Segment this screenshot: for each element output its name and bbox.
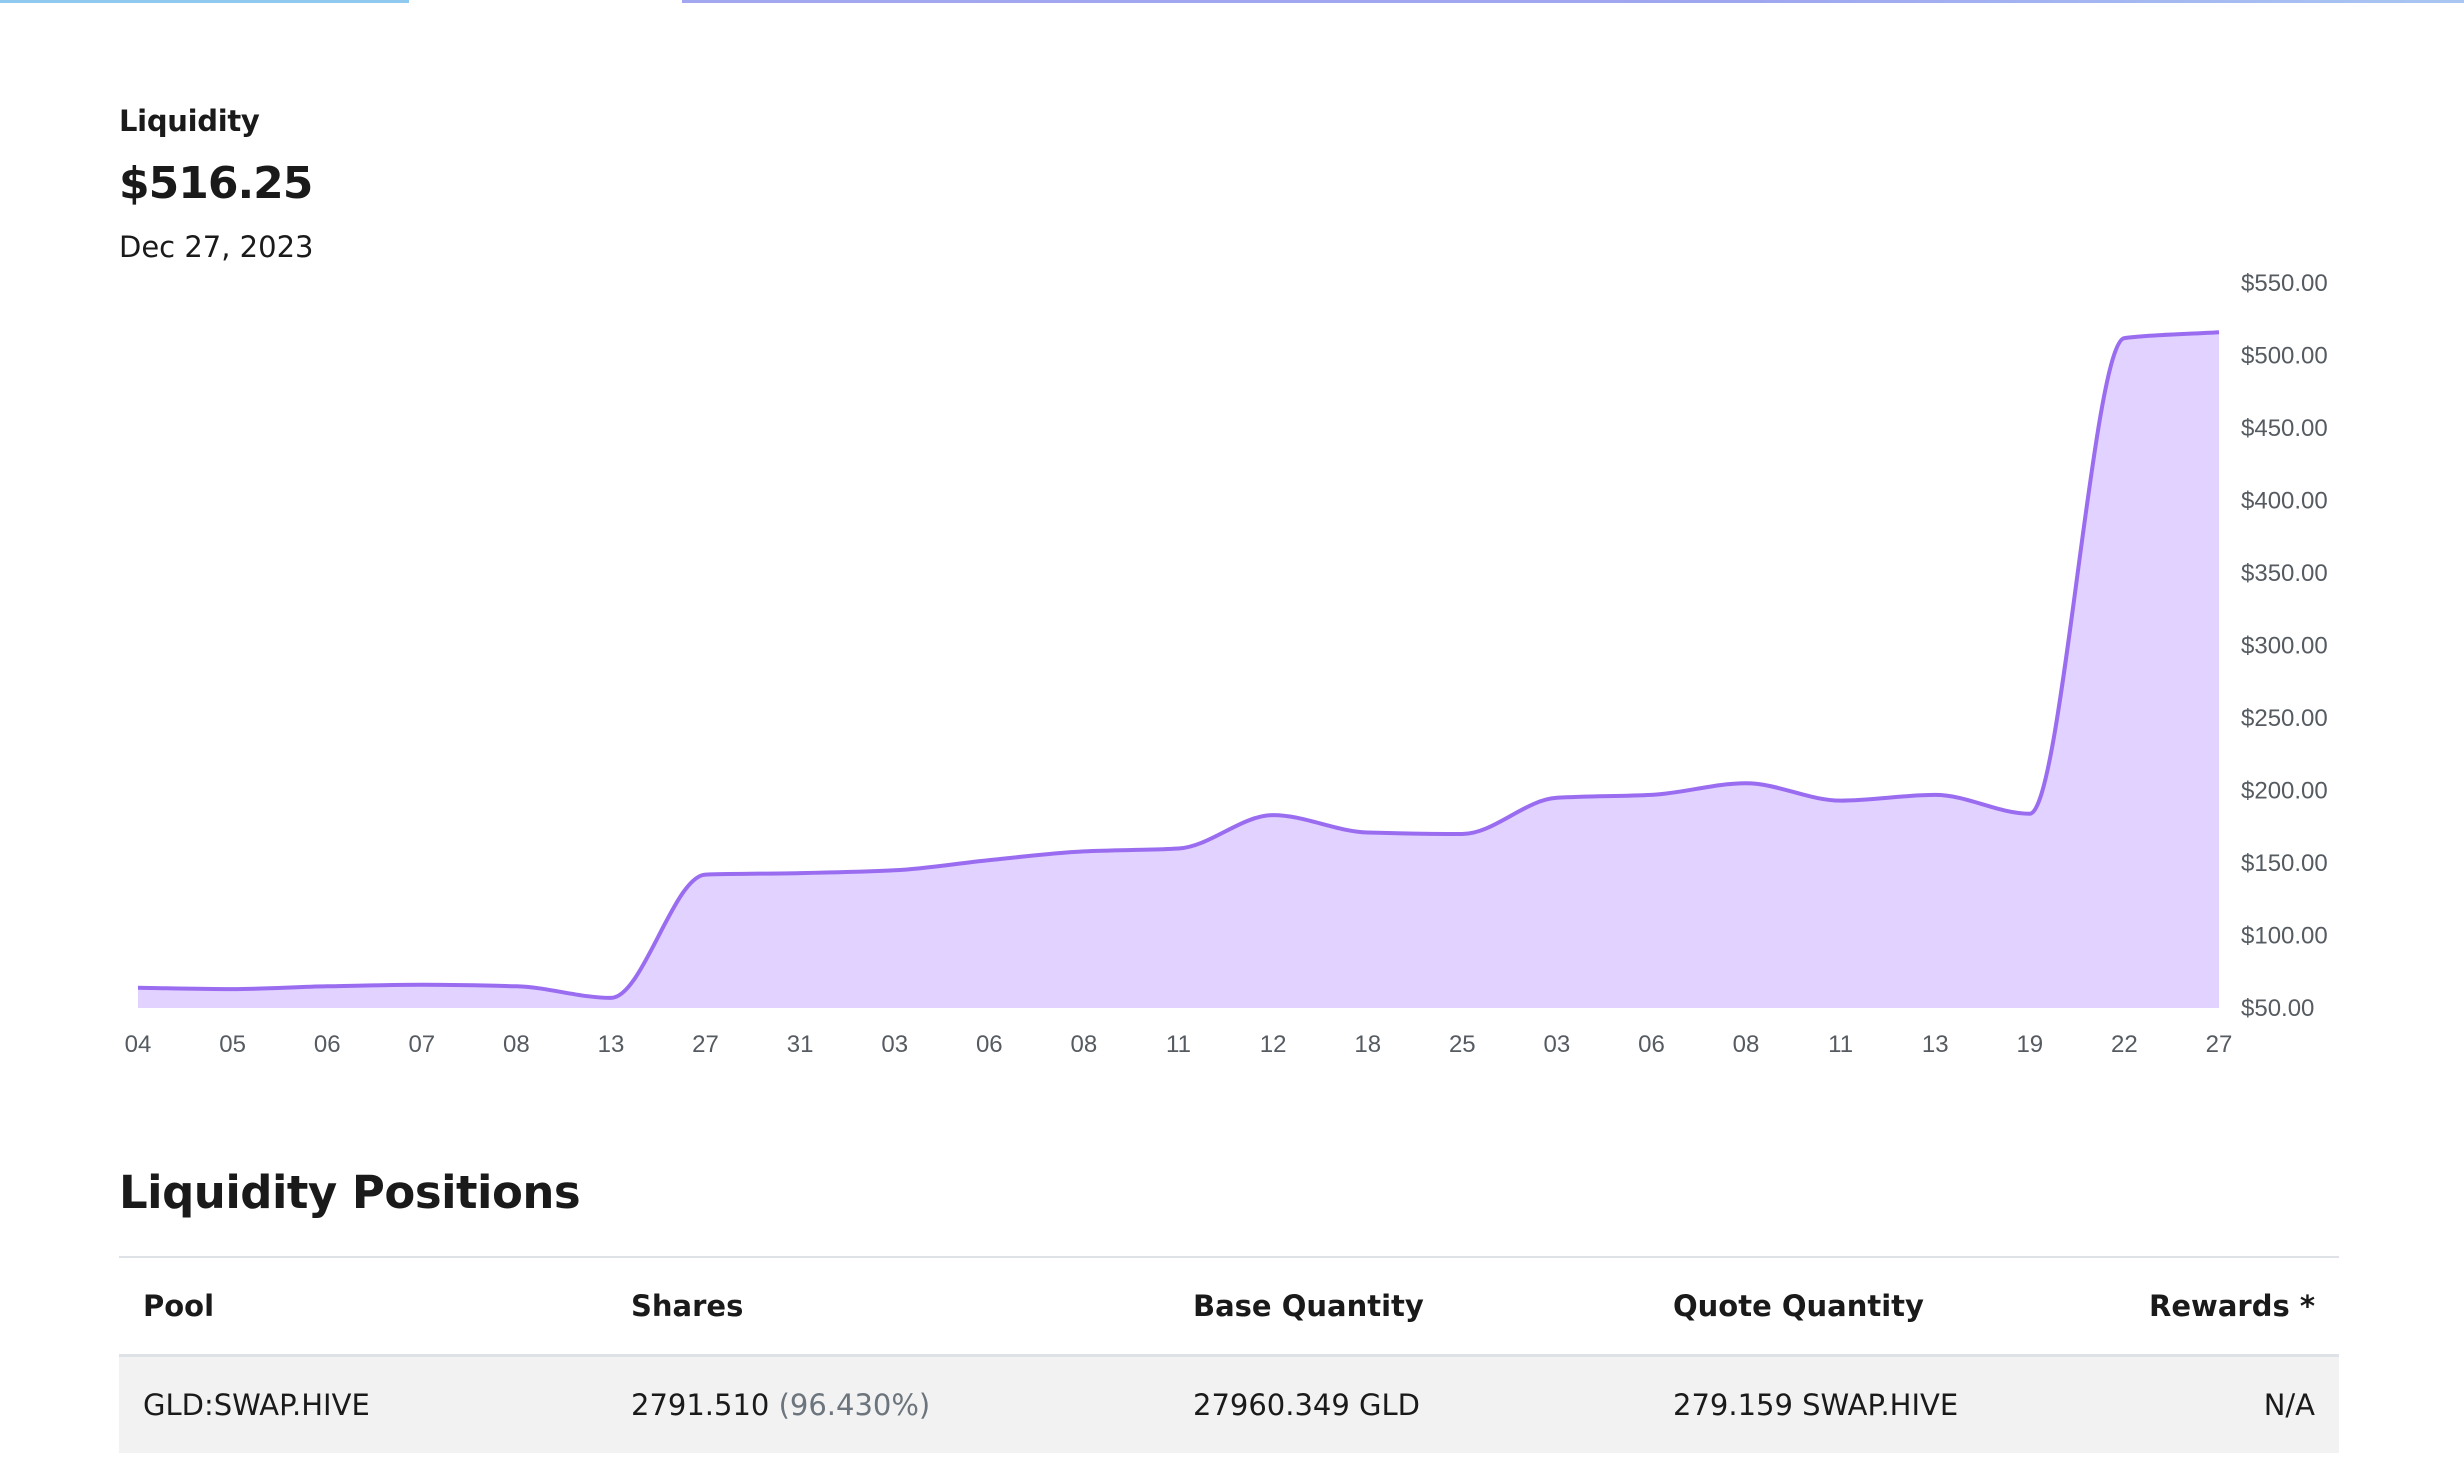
- positions-table: Pool Shares Base Quantity Quote Quantity…: [119, 1256, 2339, 1453]
- table-row[interactable]: GLD:SWAP.HIVE 2791.510 (96.430%) 27960.3…: [119, 1355, 2339, 1453]
- y-tick-label: $450.00: [2241, 415, 2328, 442]
- x-tick-label: 12: [1260, 1031, 1287, 1058]
- x-tick-label: 11: [1828, 1031, 1853, 1058]
- x-tick-label: 08: [503, 1031, 530, 1058]
- y-tick-label: $350.00: [2241, 560, 2328, 587]
- x-tick-label: 13: [1922, 1031, 1949, 1058]
- col-header-rewards[interactable]: Rewards *: [2149, 1288, 2315, 1323]
- x-tick-label: 03: [1544, 1031, 1571, 1058]
- x-tick-label: 19: [2016, 1031, 2043, 1058]
- positions-title: Liquidity Positions: [119, 1166, 581, 1219]
- liquidity-date: Dec 27, 2023: [119, 230, 314, 264]
- x-tick-label: 11: [1166, 1031, 1191, 1058]
- x-tick-label: 27: [692, 1031, 719, 1058]
- x-tick-label: 22: [2111, 1031, 2138, 1058]
- y-tick-label: $150.00: [2241, 850, 2328, 877]
- y-tick-label: $300.00: [2241, 633, 2328, 660]
- liquidity-value: $516.25: [119, 158, 313, 209]
- col-header-pool[interactable]: Pool: [143, 1288, 215, 1323]
- cell-rewards: N/A: [2263, 1387, 2315, 1422]
- x-tick-label: 25: [1449, 1031, 1476, 1058]
- top-accent-bar-right: [682, 0, 2464, 3]
- x-tick-label: 18: [1354, 1031, 1381, 1058]
- col-header-shares[interactable]: Shares: [631, 1288, 744, 1323]
- x-tick-label: 08: [1733, 1031, 1760, 1058]
- x-tick-label: 05: [219, 1031, 246, 1058]
- x-tick-label: 06: [1638, 1031, 1665, 1058]
- x-tick-label: 04: [125, 1031, 152, 1058]
- y-tick-label: $200.00: [2241, 778, 2328, 805]
- cell-base-quantity: 27960.349 GLD: [1193, 1387, 1421, 1422]
- col-header-quote-quantity[interactable]: Quote Quantity: [1673, 1288, 1924, 1323]
- x-tick-label: 07: [408, 1031, 435, 1058]
- y-tick-label: $100.00: [2241, 923, 2328, 950]
- table-header-row: Pool Shares Base Quantity Quote Quantity…: [119, 1257, 2339, 1355]
- liquidity-label: Liquidity: [119, 104, 260, 138]
- y-tick-label: $550.00: [2241, 270, 2328, 297]
- top-accent-bar-left: [0, 0, 409, 3]
- liquidity-chart[interactable]: 04 05 06 07 08 13 27 31 03 06 08 11 12 18 25 03 06 08 11 13…: [0, 0, 2464, 1100]
- chart-area-fill: [138, 332, 2219, 1008]
- x-axis-ticks: 04 05 06 07 08 13 27 31 03 06 08 11 12 18 25 03 06 08 11 13…: [125, 1031, 2233, 1058]
- cell-quote-quantity: 279.159 SWAP.HIVE: [1673, 1387, 1959, 1422]
- shares-percent: (96.430%): [778, 1387, 931, 1422]
- x-tick-label: 06: [976, 1031, 1003, 1058]
- cell-shares: 2791.510 (96.430%): [607, 1355, 1169, 1453]
- col-header-base-quantity[interactable]: Base Quantity: [1193, 1288, 1424, 1323]
- x-tick-label: 03: [881, 1031, 908, 1058]
- cell-pool: GLD:SWAP.HIVE: [143, 1387, 370, 1422]
- y-tick-label: $500.00: [2241, 343, 2328, 370]
- shares-value: 2791.510: [631, 1387, 770, 1422]
- chart-series-line: [137, 330, 2220, 1000]
- y-axis-ticks: $50.00 $100.00 $150.00 $200.00 $250.00 $300.0…: [2241, 270, 2328, 1022]
- x-tick-label: 06: [314, 1031, 341, 1058]
- x-tick-label: 31: [787, 1031, 814, 1058]
- x-tick-label: 27: [2206, 1031, 2233, 1058]
- y-tick-label: $400.00: [2241, 488, 2328, 515]
- x-tick-label: 08: [1071, 1031, 1098, 1058]
- y-tick-label: $250.00: [2241, 705, 2328, 732]
- y-tick-label: $50.00: [2241, 995, 2314, 1022]
- x-tick-label: 13: [598, 1031, 625, 1058]
